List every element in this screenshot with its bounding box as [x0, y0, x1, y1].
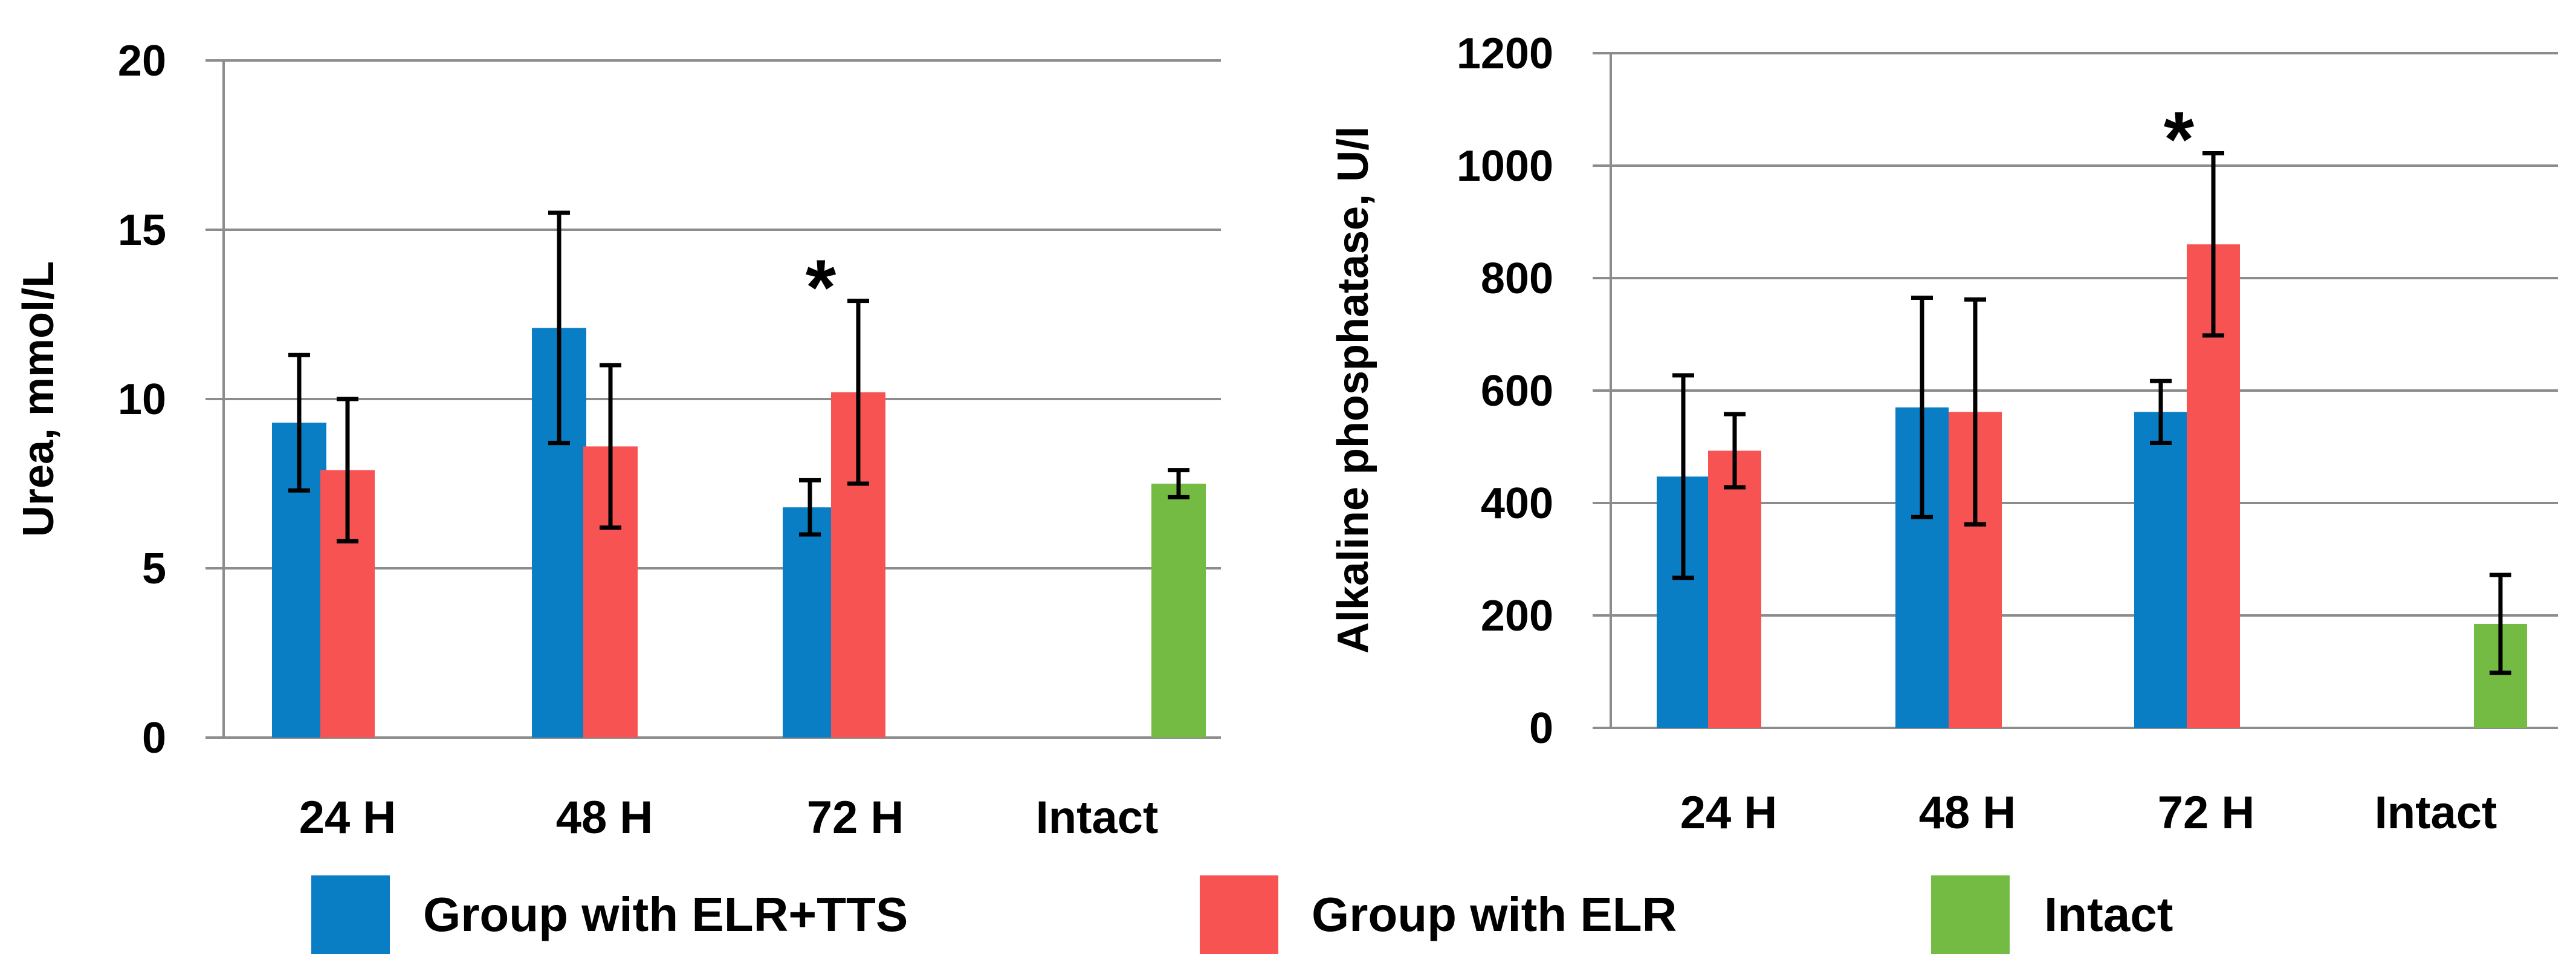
urea-y-tickmarks	[205, 59, 224, 739]
alp-ytick-0: 0	[1529, 704, 1553, 753]
alp-error-bars	[1672, 151, 2511, 675]
alp-errorbar-elr-tts-24h	[1672, 373, 1694, 580]
alp-xcat-48h: 48 H	[1919, 787, 2016, 839]
alp-errorbar-intact-intact	[2490, 573, 2511, 675]
urea-xcat-24h: 24 H	[299, 792, 396, 843]
legend-swatch-elr	[1200, 875, 1278, 954]
alp-bar-elr-tts-72h	[2134, 412, 2187, 728]
urea-significance-marker: *	[806, 243, 837, 331]
alp-errorbar-elr-72h	[2202, 151, 2224, 338]
alp-ytick-200: 200	[1481, 592, 1553, 640]
alp-xcat-24h: 24 H	[1680, 787, 1778, 839]
urea-ytick-20: 20	[118, 37, 166, 85]
alp-ytick-800: 800	[1481, 255, 1553, 303]
alp-bar-elr-24h	[1708, 450, 1761, 728]
legend-swatch-intact	[1931, 875, 2010, 954]
alp-errorbar-elr-48h	[1964, 297, 1986, 527]
legend: Group with ELR+TTS Group with ELR Intact	[311, 875, 2173, 954]
alp-xcat-intact: Intact	[2375, 787, 2497, 839]
alp-x-tick-labels: 24 H 48 H 72 H Intact	[1680, 787, 2497, 839]
urea-errorbar-elr-72h	[847, 299, 869, 486]
alp-xcat-72h: 72 H	[2158, 787, 2255, 839]
urea-ytick-15: 15	[118, 206, 166, 255]
alp-ytick-600: 600	[1481, 367, 1553, 415]
chart-urea: 20 15 10 5 0 Urea, mmol/L 24 H 48 H 72 H…	[15, 37, 1221, 843]
alp-ytick-400: 400	[1481, 479, 1553, 528]
urea-bars	[272, 328, 1206, 738]
urea-errorbar-elr-tts-24h	[288, 352, 310, 493]
alp-errorbar-elr-24h	[1724, 412, 1746, 490]
urea-y-tick-labels: 20 15 10 5 0	[118, 37, 166, 762]
urea-xcat-72h: 72 H	[807, 792, 904, 843]
legend-label-intact: Intact	[2044, 888, 2173, 941]
urea-ytick-0: 0	[142, 714, 166, 762]
urea-errorbar-elr-tts-48h	[548, 210, 570, 446]
alp-errorbar-elr-tts-72h	[2150, 378, 2172, 445]
urea-bar-elr-tts-72h	[783, 507, 837, 738]
urea-ytick-10: 10	[118, 375, 166, 424]
legend-label-elr: Group with ELR	[1312, 888, 1677, 941]
alp-ytick-1200: 1200	[1457, 30, 1553, 78]
urea-ytick-5: 5	[142, 545, 166, 593]
urea-y-axis-label: Urea, mmol/L	[15, 261, 63, 537]
alp-y-tick-labels: 1200 1000 800 600 400 200 0	[1457, 30, 1553, 753]
urea-xcat-48h: 48 H	[556, 792, 653, 843]
urea-x-tick-labels: 24 H 48 H 72 H Intact	[299, 792, 1159, 843]
urea-bar-intact-intact	[1151, 484, 1206, 738]
legend-swatch-elr-tts	[311, 875, 390, 954]
chart-alkaline-phosphatase: 1200 1000 800 600 400 200 0 Alkaline pho…	[1329, 30, 2558, 839]
alp-y-tickmarks	[1593, 52, 1611, 729]
urea-errorbar-intact-intact	[1168, 468, 1189, 499]
alp-y-axis-label: Alkaline phosphatase, U/l	[1329, 126, 1377, 654]
alp-ytick-1000: 1000	[1457, 142, 1553, 190]
alp-errorbar-elr-tts-48h	[1911, 296, 1933, 519]
urea-error-bars	[288, 210, 1189, 544]
alp-significance-marker: *	[2164, 95, 2195, 183]
urea-xcat-intact: Intact	[1036, 792, 1159, 843]
urea-errorbar-elr-48h	[600, 363, 621, 530]
urea-errorbar-elr-24h	[337, 397, 358, 544]
alp-bars	[1657, 244, 2527, 728]
urea-errorbar-elr-tts-72h	[799, 478, 821, 537]
legend-label-elr-tts: Group with ELR+TTS	[423, 888, 908, 941]
